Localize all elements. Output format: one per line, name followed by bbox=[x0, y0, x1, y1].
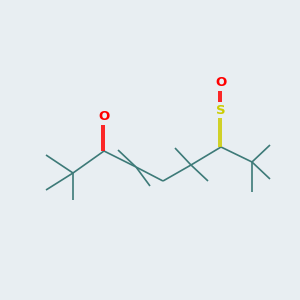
Text: O: O bbox=[215, 76, 226, 89]
Text: O: O bbox=[98, 110, 110, 124]
Text: S: S bbox=[216, 103, 226, 116]
